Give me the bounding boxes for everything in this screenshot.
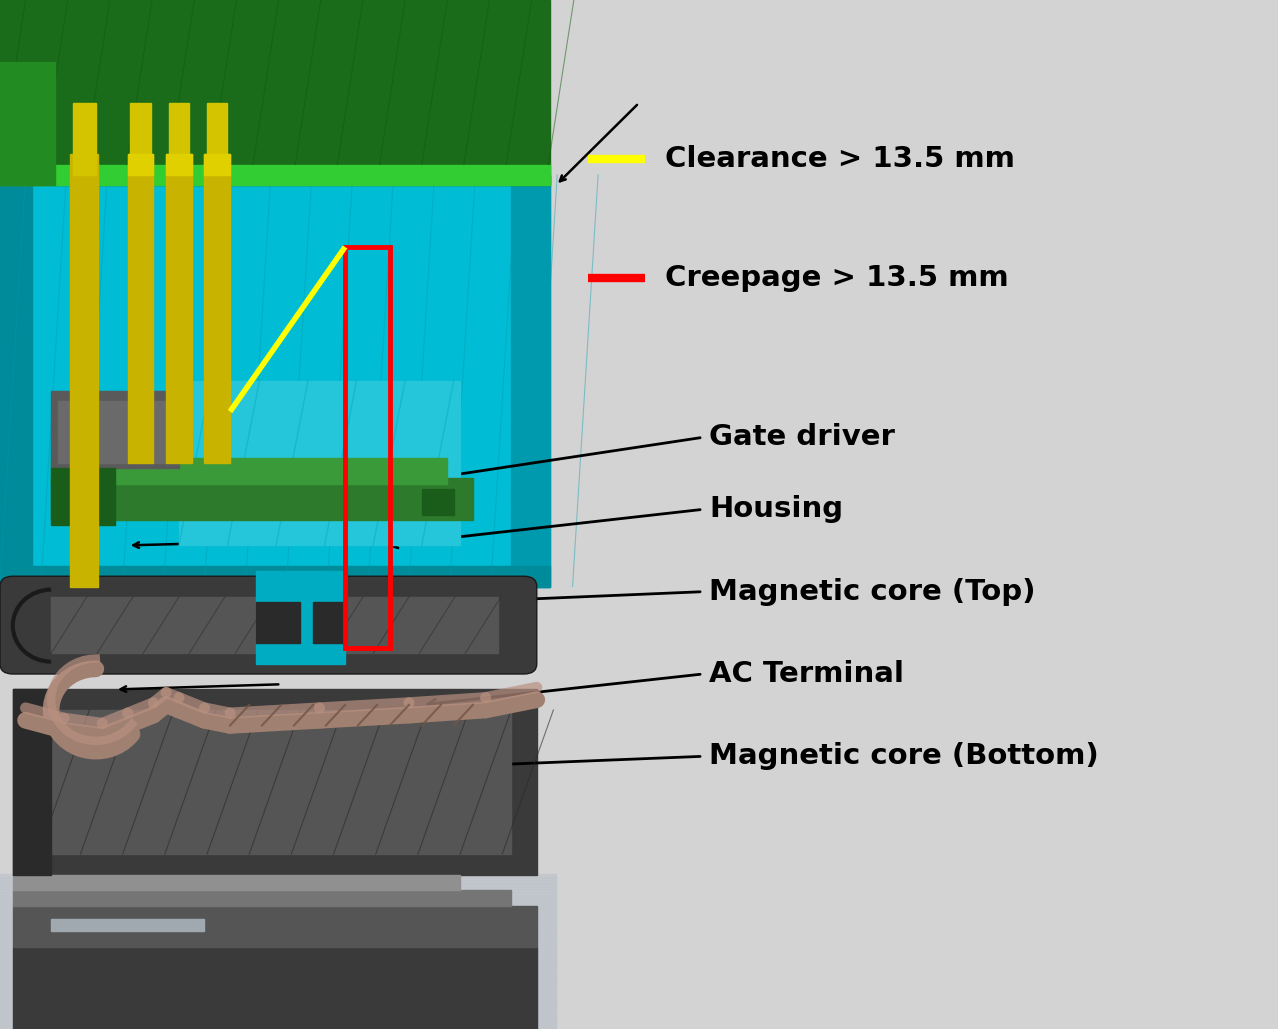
Bar: [0, 889, 556, 893]
Bar: [204, 154, 230, 175]
Bar: [0, 877, 556, 881]
Bar: [128, 154, 153, 175]
Bar: [0, 1003, 556, 1007]
Bar: [0, 969, 556, 973]
Bar: [0, 886, 556, 890]
Bar: [0, 175, 32, 587]
Bar: [169, 103, 189, 175]
Text: AC Terminal: AC Terminal: [709, 660, 905, 688]
Text: Creepage > 13.5 mm: Creepage > 13.5 mm: [665, 263, 1008, 292]
Bar: [0, 929, 556, 933]
Bar: [0, 874, 556, 878]
Bar: [51, 458, 447, 484]
Bar: [0, 908, 556, 912]
Bar: [0, 957, 556, 961]
Bar: [0, 994, 556, 998]
Bar: [166, 154, 192, 175]
Bar: [0, 945, 556, 949]
Bar: [0, 883, 556, 887]
FancyBboxPatch shape: [0, 576, 537, 674]
Bar: [13, 875, 460, 890]
Bar: [0, 1025, 556, 1029]
Bar: [0, 948, 556, 952]
Bar: [0, 935, 556, 939]
Bar: [0, 0, 550, 185]
Bar: [204, 154, 230, 463]
Bar: [0, 926, 556, 930]
Bar: [345, 247, 390, 648]
Bar: [256, 571, 345, 664]
Bar: [166, 154, 192, 463]
Text: Magnetic core (Top): Magnetic core (Top): [709, 577, 1035, 606]
Bar: [256, 602, 300, 643]
Bar: [207, 103, 227, 175]
Bar: [0, 898, 556, 902]
Bar: [38, 710, 511, 854]
Bar: [13, 689, 537, 875]
Bar: [128, 154, 153, 463]
Bar: [179, 381, 460, 545]
Bar: [0, 951, 556, 955]
Bar: [0, 972, 556, 977]
Bar: [0, 1016, 556, 1020]
Bar: [0, 988, 556, 992]
Bar: [0, 975, 556, 980]
Bar: [13, 689, 51, 875]
Bar: [51, 468, 115, 525]
Bar: [0, 1022, 556, 1026]
Text: Housing: Housing: [709, 495, 843, 524]
Bar: [0, 895, 556, 899]
Bar: [0, 175, 550, 587]
Bar: [0, 920, 556, 924]
Bar: [13, 906, 537, 947]
Bar: [73, 103, 96, 175]
Bar: [313, 602, 345, 643]
Text: Clearance > 13.5 mm: Clearance > 13.5 mm: [665, 145, 1015, 174]
Bar: [0, 985, 556, 989]
Bar: [0, 979, 556, 983]
Bar: [556, 0, 1278, 1029]
Bar: [0, 932, 556, 936]
Text: Magnetic core (Bottom): Magnetic core (Bottom): [709, 742, 1099, 771]
Bar: [13, 947, 537, 1029]
Bar: [0, 997, 556, 1001]
Bar: [0, 904, 556, 909]
Bar: [0, 892, 556, 896]
Bar: [511, 175, 550, 587]
Bar: [13, 890, 511, 906]
Bar: [0, 991, 556, 995]
Bar: [0, 880, 556, 884]
Bar: [0, 1006, 556, 1010]
Bar: [0, 911, 556, 915]
Bar: [0, 1000, 556, 1004]
Bar: [0, 942, 556, 946]
Bar: [130, 103, 151, 175]
Bar: [0, 938, 556, 943]
Bar: [58, 401, 166, 463]
Bar: [70, 154, 98, 587]
Bar: [0, 1009, 556, 1014]
Bar: [0, 566, 550, 587]
Bar: [0, 923, 556, 927]
Bar: [51, 597, 498, 653]
Bar: [51, 478, 473, 520]
Bar: [0, 1019, 556, 1023]
Bar: [51, 919, 204, 931]
Bar: [0, 960, 556, 964]
Bar: [0, 917, 556, 921]
Bar: [0, 966, 556, 970]
Bar: [0, 62, 55, 185]
Bar: [51, 391, 179, 468]
Text: Gate driver: Gate driver: [709, 423, 895, 452]
Bar: [0, 914, 556, 918]
Bar: [0, 901, 556, 906]
Bar: [422, 489, 454, 514]
Bar: [0, 1013, 556, 1017]
Bar: [0, 963, 556, 967]
Bar: [0, 954, 556, 958]
Bar: [0, 982, 556, 986]
Bar: [0, 165, 550, 185]
